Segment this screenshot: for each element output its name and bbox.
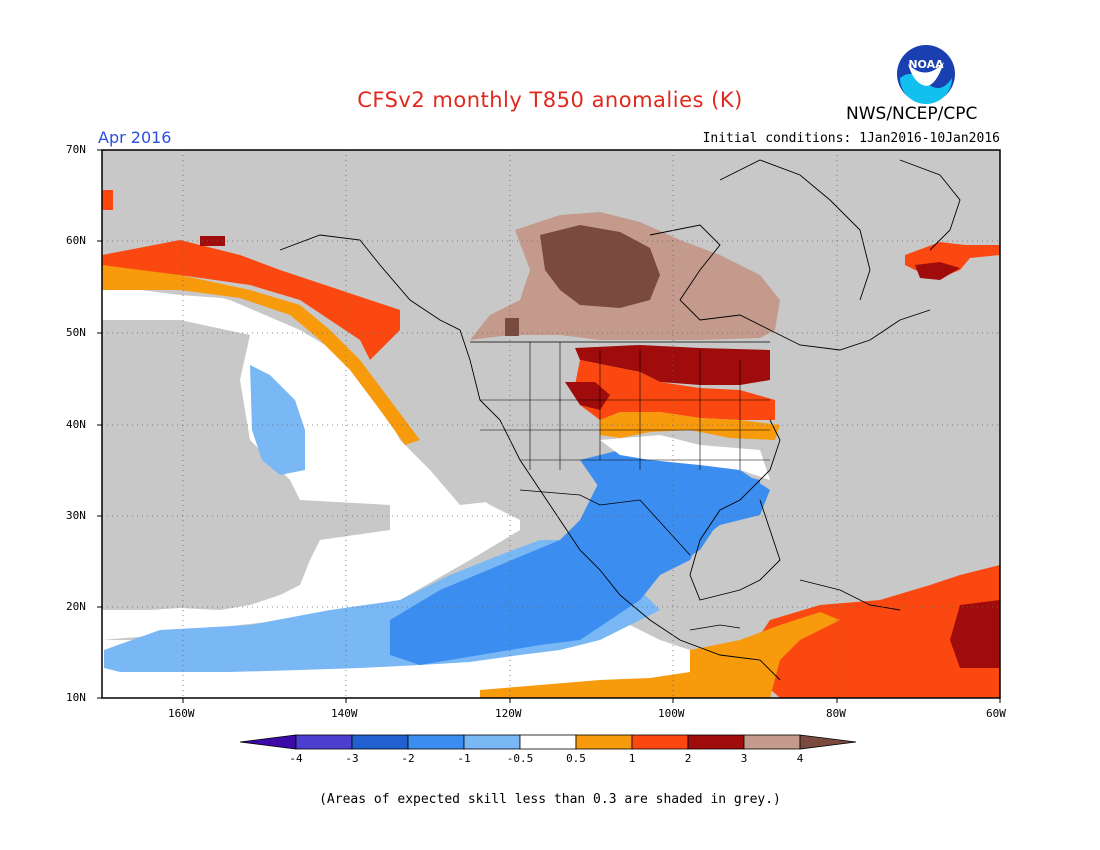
state-borders	[480, 342, 770, 470]
anomaly-orange-south	[480, 672, 690, 698]
anomaly-dark-red-caribbean	[950, 600, 1000, 668]
color-bar-label: -1	[457, 752, 471, 765]
anomaly-dark-red-rockies	[565, 382, 610, 410]
color-bar	[239, 734, 857, 750]
color-bar-arrow-high	[799, 734, 857, 750]
anomaly-dark-brown-canada	[540, 225, 660, 308]
color-bar-segment	[743, 734, 801, 750]
agency-label: NWS/NCEP/CPC	[846, 104, 978, 124]
country-borders	[470, 341, 770, 631]
anomaly-red-caribbean	[750, 565, 1000, 698]
color-bar-segment	[295, 734, 353, 750]
color-bar-segment	[463, 734, 521, 750]
color-bar-label: 3	[740, 752, 748, 765]
svg-text:NOAA: NOAA	[908, 58, 944, 71]
map-border	[101, 149, 1001, 699]
lat-label: 60N	[66, 234, 86, 247]
anomaly-red-alaska	[102, 240, 400, 360]
color-bar-segment	[407, 734, 465, 750]
lon-label: 120W	[495, 707, 522, 720]
footnote: (Areas of expected skill less than 0.3 a…	[319, 792, 781, 807]
lat-label: 50N	[66, 326, 86, 339]
color-bar-segment	[631, 734, 689, 750]
color-bar-label: 4	[796, 752, 804, 765]
anomaly-orange-central-america	[690, 612, 840, 698]
lat-label: 70N	[66, 143, 86, 156]
color-bar-label: -2	[401, 752, 415, 765]
anomaly-red-edge	[102, 190, 113, 210]
anomaly-orange-coast	[102, 265, 420, 445]
lon-label: 80W	[826, 707, 846, 720]
lat-label: 10N	[66, 691, 86, 704]
axis-ticks	[97, 149, 1001, 703]
initial-conditions: Initial conditions: 1Jan2016-10Jan2016	[702, 131, 1000, 146]
color-bar-label: 1	[628, 752, 636, 765]
anomaly-orange-us	[600, 412, 780, 440]
color-bar-segment	[351, 734, 409, 750]
low-skill-pacific	[102, 320, 390, 610]
lon-label: 140W	[331, 707, 358, 720]
anomaly-dark-brown-spot	[505, 318, 519, 336]
color-bar-label: -0.5	[506, 752, 534, 765]
lat-label: 20N	[66, 600, 86, 613]
lon-label: 160W	[168, 707, 195, 720]
lon-label: 60W	[986, 707, 1006, 720]
anomaly-red-us	[575, 360, 775, 420]
anomaly-dark-red-us	[575, 345, 770, 385]
anomaly-blue-gulf	[580, 450, 770, 575]
lat-label: 30N	[66, 509, 86, 522]
color-bar-label: 0.5	[566, 752, 586, 765]
color-bar-label: -3	[345, 752, 359, 765]
lat-label: 40N	[66, 418, 86, 431]
color-bar-segment	[575, 734, 633, 750]
forecast-month: Apr 2016	[98, 128, 172, 147]
color-bar-segment	[519, 734, 577, 750]
neutral-central-us	[600, 435, 770, 480]
chart-title: CFSv2 monthly T850 anomalies (K)	[357, 88, 743, 112]
color-bar-segment	[687, 734, 745, 750]
anomaly-light-blue-pacific	[250, 365, 305, 475]
color-bar-label: 2	[684, 752, 692, 765]
color-bar-arrow-low	[239, 734, 297, 750]
anomaly-dark-red-atlantic	[915, 262, 960, 280]
color-bar-label: -4	[289, 752, 303, 765]
lon-label: 100W	[658, 707, 685, 720]
noaa-logo: NOAA	[897, 45, 955, 104]
